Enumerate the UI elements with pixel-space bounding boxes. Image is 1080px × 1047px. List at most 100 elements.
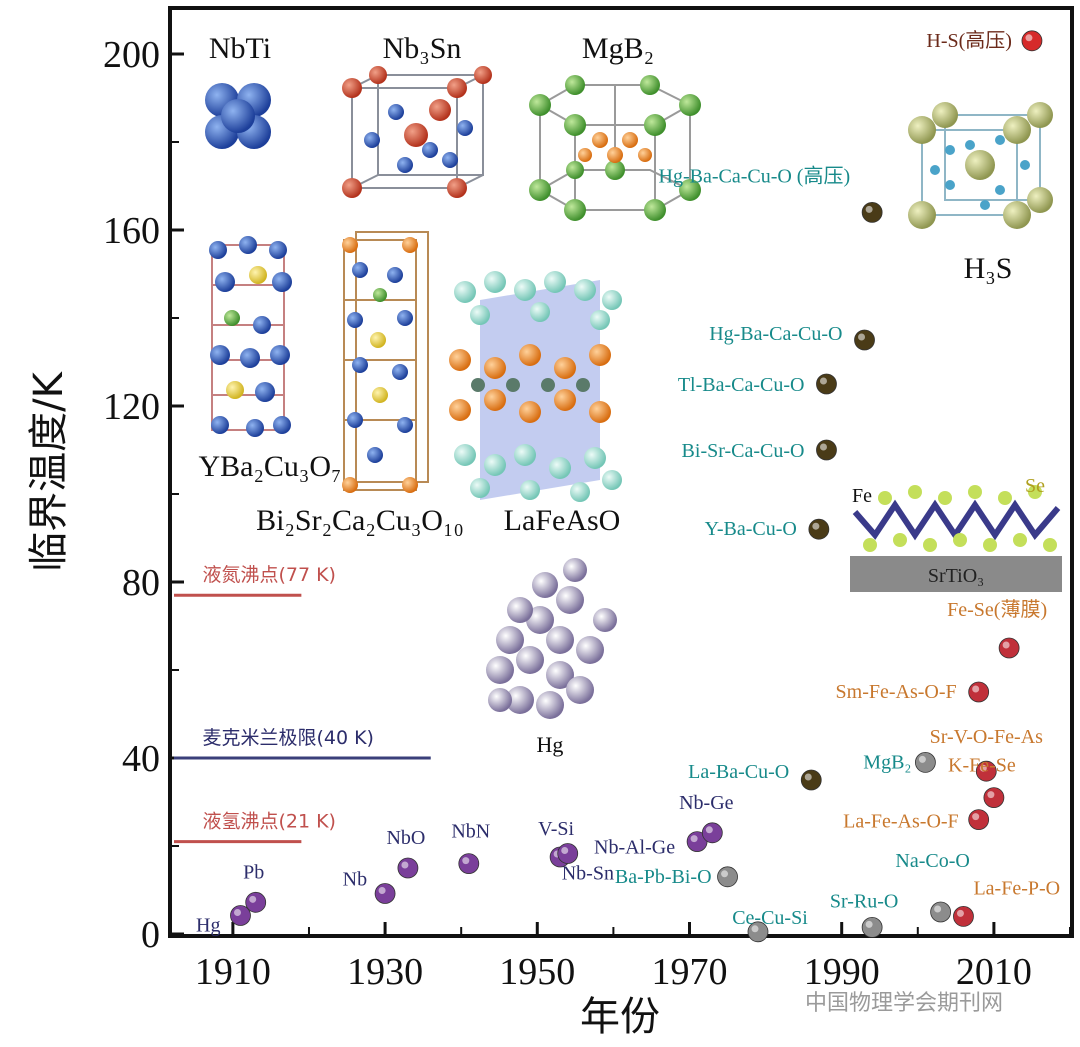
fese-film-illustration bbox=[850, 485, 1062, 592]
ybco-structure-illustration bbox=[209, 236, 292, 437]
data-point-label: Sr-V-O-Fe-As bbox=[930, 726, 1044, 748]
x-axis-title: 年份 bbox=[580, 994, 660, 1040]
data-point-label: La-Fe-P-O bbox=[973, 877, 1060, 899]
y-axis-title: 临界温度/K bbox=[26, 370, 72, 571]
data-point-label: H-S(高压) bbox=[926, 29, 1012, 52]
ticks-layer: 0 40 80 120 160 200 1910 1930 1950 1970 1990 2010 bbox=[103, 34, 1071, 993]
data-points-layer: Hg Pb Nb NbO NbN V-Si Nb-Sn Nb-Al-Ge Nb-Ge Ba-Pb-… bbox=[196, 29, 1060, 943]
y-tick-label: 0 bbox=[141, 914, 160, 956]
srtio3-label: SrTiO₃ bbox=[928, 565, 984, 587]
data-point-label: Nb bbox=[343, 869, 367, 891]
data-point-highlight bbox=[987, 791, 995, 799]
data-point-highlight bbox=[819, 377, 827, 385]
data-point-highlight bbox=[858, 333, 866, 341]
data-point-highlight bbox=[705, 826, 713, 834]
data-point bbox=[800, 769, 822, 791]
data-point-label: Hg-Ba-Ca-Cu-O (高压) bbox=[659, 164, 851, 187]
data-point bbox=[998, 637, 1020, 659]
mgb2-structure-illustration bbox=[529, 75, 701, 221]
data-point bbox=[397, 857, 419, 879]
data-point-highlight bbox=[751, 925, 759, 933]
data-point-highlight bbox=[233, 909, 241, 917]
data-point bbox=[245, 891, 267, 913]
mgb2-structure-label: MgB₂ bbox=[582, 32, 654, 65]
reference-lines: 液氮沸点(77 K) 麦克米兰极限(40 K) 液氢沸点(21 K) bbox=[174, 564, 431, 844]
data-point-highlight bbox=[561, 846, 569, 854]
data-point-highlight bbox=[1002, 641, 1010, 649]
se-atom-label: Se bbox=[1025, 475, 1045, 497]
ybco-label: YBa₂Cu₃O₇ bbox=[198, 450, 341, 483]
data-point-highlight bbox=[865, 205, 873, 213]
reference-line-label: 麦克米兰极限(40 K) bbox=[202, 727, 374, 749]
data-point-label: Ba-Pb-Bi-O bbox=[615, 866, 712, 888]
data-point-label: V-Si bbox=[538, 818, 574, 840]
x-tick-label: 2010 bbox=[956, 951, 1032, 993]
data-point-label: Sr-Ru-O bbox=[830, 890, 899, 912]
data-point bbox=[374, 883, 396, 904]
data-point bbox=[701, 822, 723, 844]
data-point-highlight bbox=[812, 522, 820, 530]
data-point bbox=[861, 201, 883, 223]
watermark: 中国物理学会期刊网 bbox=[805, 991, 1003, 1016]
data-point bbox=[458, 853, 480, 874]
data-point-label: Nb-Al-Ge bbox=[594, 837, 675, 859]
hg-structure-label: Hg bbox=[537, 732, 564, 757]
data-point bbox=[808, 518, 830, 540]
data-point bbox=[717, 866, 738, 888]
data-point-highlight bbox=[1025, 34, 1033, 42]
data-point-highlight bbox=[249, 895, 257, 903]
data-point-label: NbO bbox=[386, 827, 425, 849]
data-point-label: Nb-Ge bbox=[679, 792, 734, 814]
nbti-label: NbTi bbox=[209, 32, 271, 65]
lafeaso-label: LaFeAsO bbox=[504, 504, 621, 537]
data-point bbox=[915, 752, 936, 773]
data-point-label: Nb-Sn bbox=[562, 862, 614, 884]
data-point bbox=[930, 901, 952, 923]
h3s-label: H₃S bbox=[964, 252, 1013, 285]
data-point-highlight bbox=[804, 773, 812, 781]
nb3sn-structure-illustration bbox=[342, 66, 492, 198]
data-point-highlight bbox=[690, 835, 698, 843]
plot-frame bbox=[168, 6, 1074, 938]
data-point-highlight bbox=[934, 905, 942, 913]
x-tick-label: 1930 bbox=[347, 951, 423, 993]
x-tick-label: 1950 bbox=[499, 951, 575, 993]
data-point bbox=[861, 917, 883, 938]
lafeaso-structure-illustration bbox=[449, 271, 622, 502]
data-point-label: MgB₂ bbox=[863, 751, 911, 773]
data-point-highlight bbox=[721, 870, 729, 878]
y-tick-label: 160 bbox=[103, 210, 160, 252]
data-point bbox=[983, 787, 1005, 808]
y-tick-label: 200 bbox=[103, 34, 160, 76]
data-point-label: Na-Co-O bbox=[895, 850, 969, 872]
data-point-highlight bbox=[972, 813, 980, 821]
data-point-label: Hg-Ba-Ca-Cu-O bbox=[709, 323, 842, 345]
x-tick-label: 1990 bbox=[804, 951, 880, 993]
reference-line-label: 液氢沸点(21 K) bbox=[202, 811, 336, 833]
data-point bbox=[968, 681, 990, 703]
data-point-label: Hg bbox=[196, 915, 220, 937]
y-tick-label: 120 bbox=[103, 386, 160, 428]
y-tick-label: 80 bbox=[122, 562, 160, 604]
nbti-structure-illustration bbox=[205, 83, 271, 149]
data-point-label: Y-Ba-Cu-O bbox=[705, 518, 797, 540]
data-point-highlight bbox=[865, 920, 873, 928]
x-tick-label: 1910 bbox=[195, 951, 271, 993]
data-point bbox=[816, 439, 837, 461]
h3s-structure-illustration bbox=[908, 102, 1053, 229]
data-point-label: Sm-Fe-As-O-F bbox=[836, 681, 957, 703]
data-point-highlight bbox=[462, 857, 470, 865]
data-point-label: Fe-Se(薄膜) bbox=[947, 598, 1047, 621]
data-point-label: NbN bbox=[451, 821, 490, 843]
data-point-highlight bbox=[918, 755, 926, 763]
data-point-label: K-Fe-Se bbox=[948, 755, 1016, 777]
data-point bbox=[1021, 30, 1043, 52]
data-point-label: Pb bbox=[243, 861, 264, 883]
data-point-label: Bi-Sr-Ca-Cu-O bbox=[682, 440, 805, 462]
data-point bbox=[968, 809, 990, 830]
data-point-highlight bbox=[401, 861, 409, 869]
data-point-label: La-Ba-Cu-O bbox=[688, 761, 789, 783]
data-point-highlight bbox=[819, 443, 827, 451]
data-point-label: Ce-Cu-Si bbox=[732, 907, 808, 929]
